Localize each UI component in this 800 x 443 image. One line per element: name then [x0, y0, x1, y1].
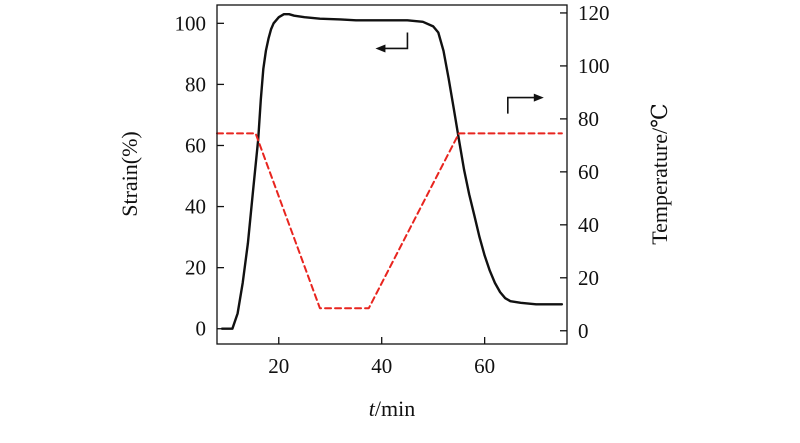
left-axis-arrow-head — [375, 44, 386, 53]
x-tick-label: 40 — [371, 354, 392, 378]
left-axis-arrow-line — [381, 32, 409, 50]
plot-marks — [216, 12, 564, 330]
x-tick-label: 20 — [268, 354, 289, 378]
x-tick-label: 60 — [474, 354, 495, 378]
tick-labels: 20 40 60 0 20 40 60 80 100 0 20 40 60 80 100 120 — [175, 1, 610, 378]
right-y-tick-label: 0 — [578, 319, 589, 343]
left-y-tick-label: 60 — [185, 133, 206, 157]
tick-marks — [217, 12, 567, 344]
x-axis-title: t/min — [369, 396, 415, 421]
x-axis-title-italic: t — [369, 396, 376, 421]
right-y-tick-label: 120 — [578, 1, 610, 25]
strain-series-line — [220, 12, 564, 330]
annotation-arrows — [375, 32, 544, 114]
x-axis-title-unit: /min — [375, 396, 415, 421]
left-y-tick-label: 80 — [185, 72, 206, 96]
right-y-tick-label: 60 — [578, 160, 599, 184]
left-y-tick-label: 20 — [185, 256, 206, 280]
right-y-tick-label: 40 — [578, 213, 599, 237]
temperature-series-line — [216, 132, 563, 310]
left-y-tick-label: 0 — [196, 317, 207, 341]
right-axis-arrow-line — [507, 96, 538, 114]
right-y-tick-label: 20 — [578, 266, 599, 290]
left-y-tick-label: 40 — [185, 195, 206, 219]
plot-frame — [216, 4, 568, 345]
right-y-tick-label: 100 — [578, 54, 610, 78]
left-y-tick-label: 100 — [175, 11, 207, 35]
right-axis-arrow-head — [533, 93, 544, 102]
left-axis-title: Strain(%) — [117, 131, 142, 217]
right-y-tick-label: 80 — [578, 107, 599, 131]
right-axis-title: Temperature/℃ — [647, 103, 672, 245]
